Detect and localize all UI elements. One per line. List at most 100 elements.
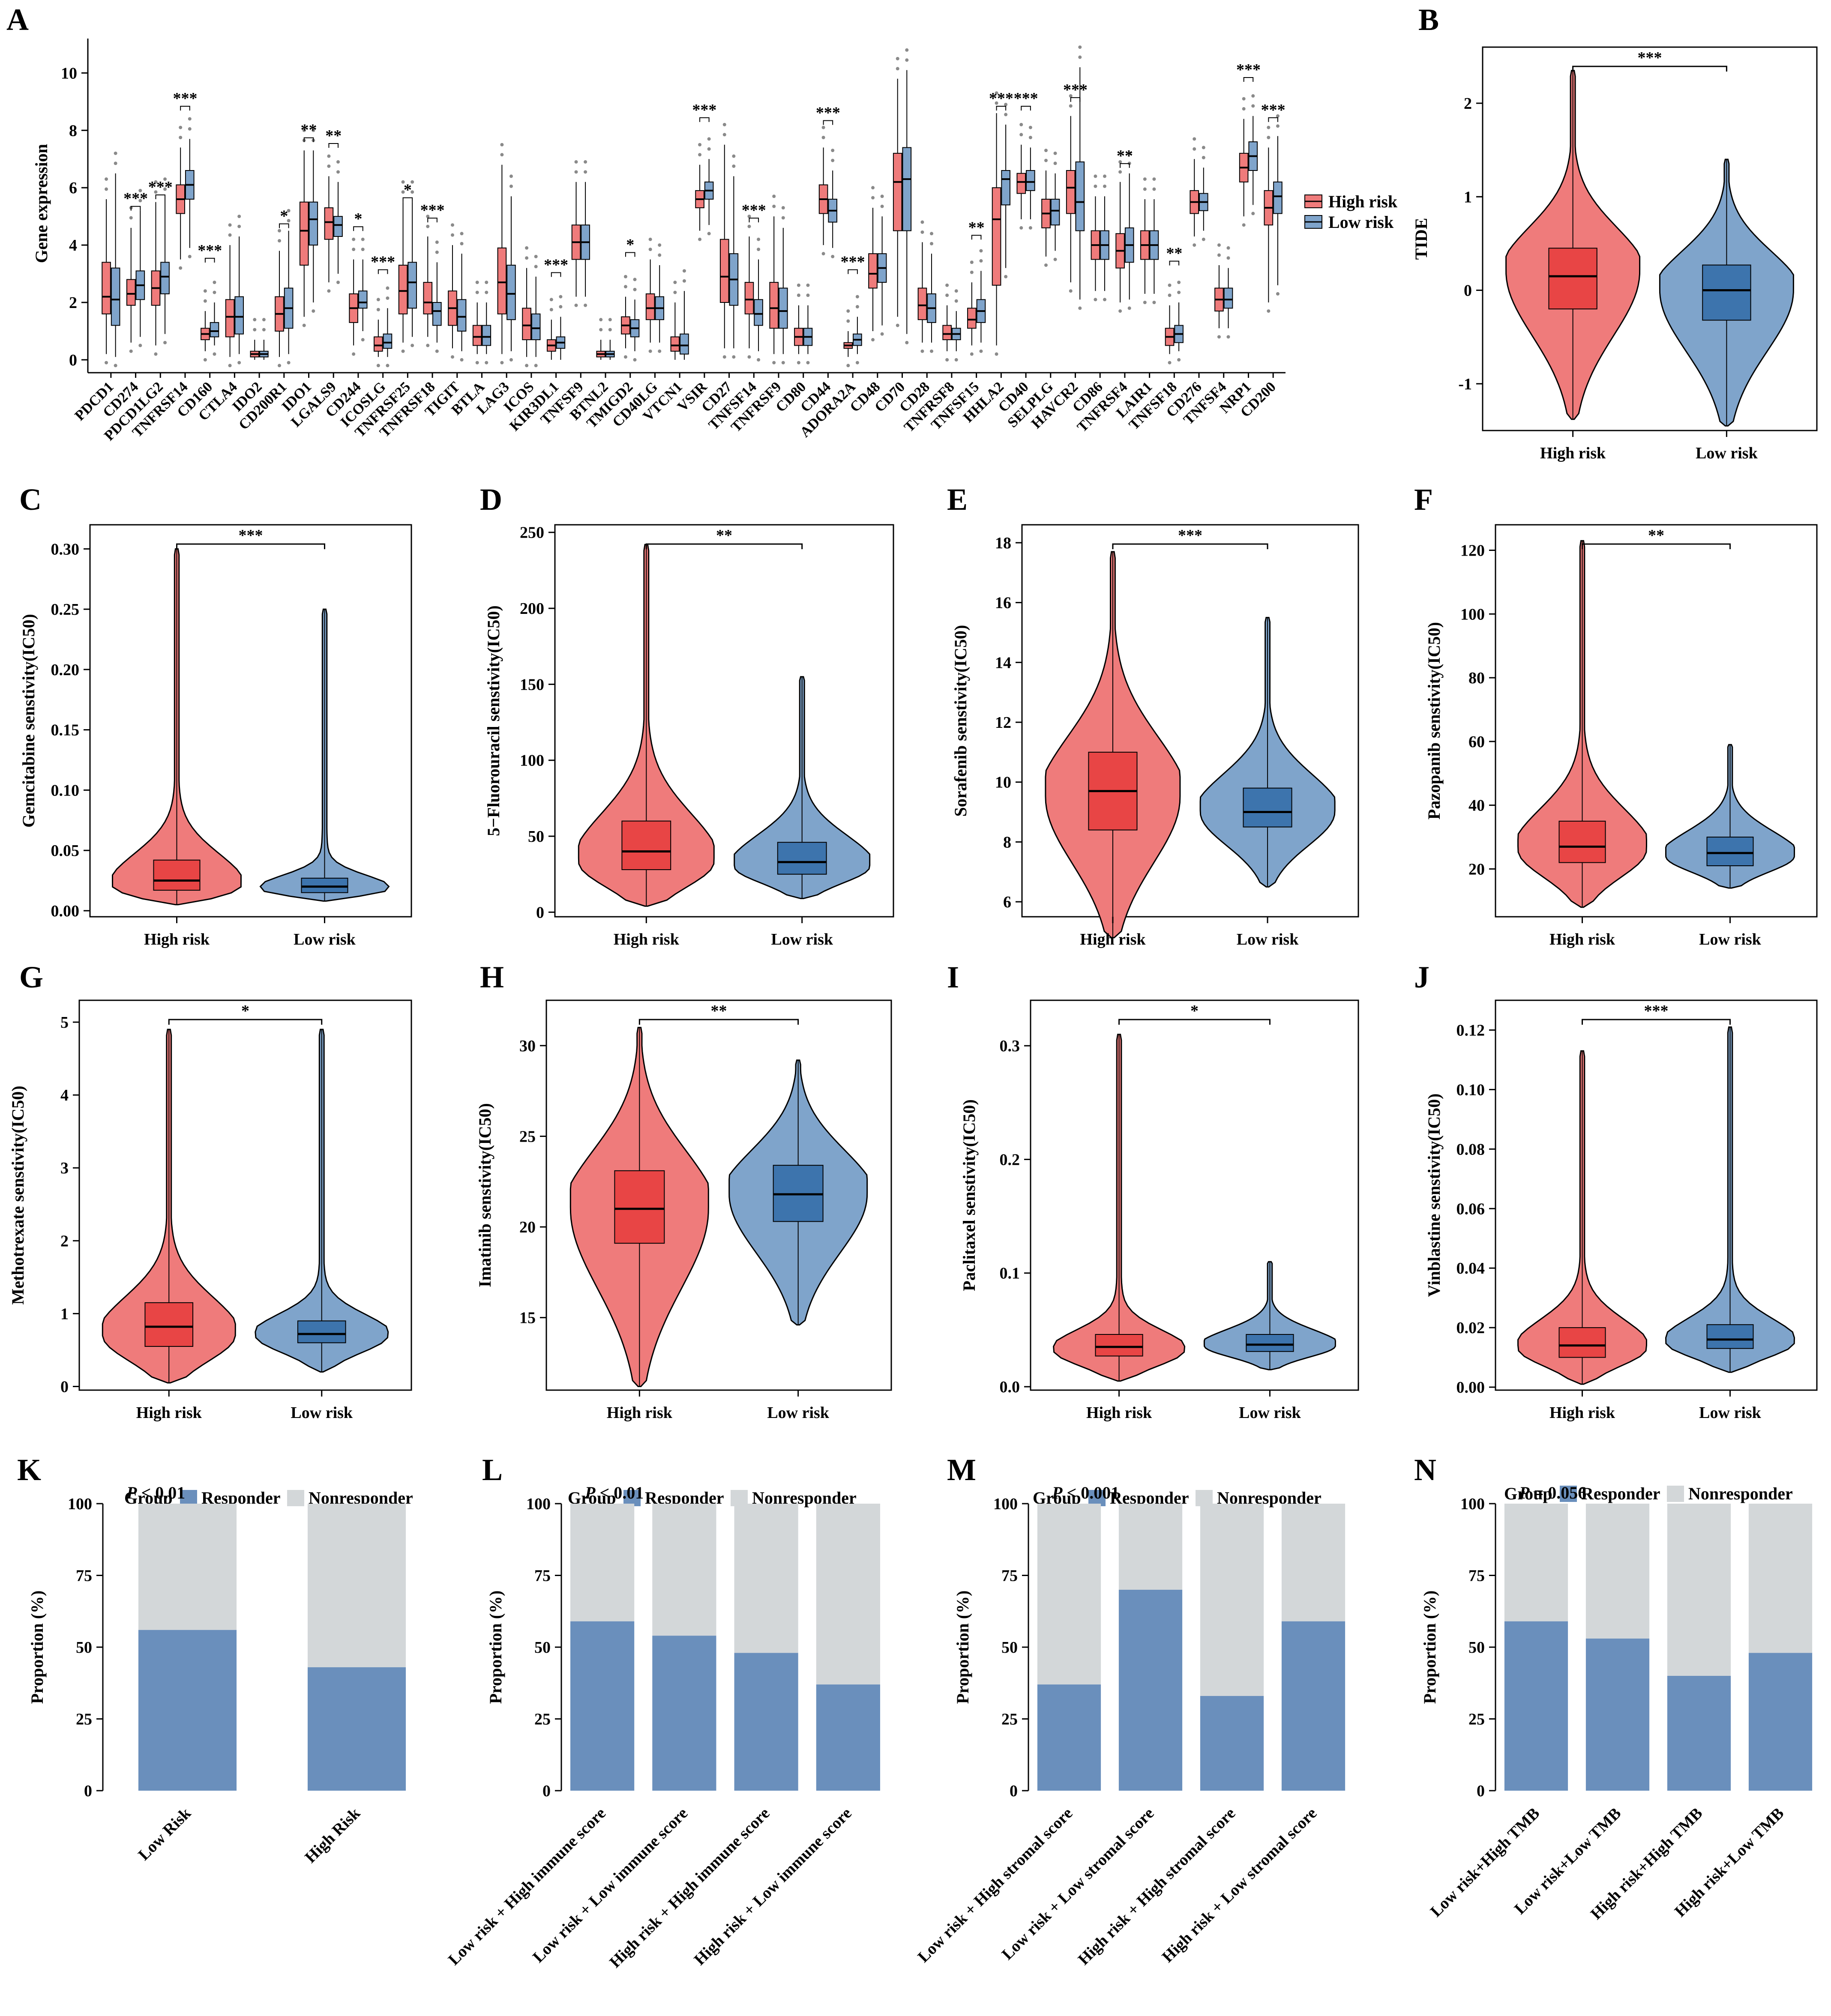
violin-group: High risk [102,1029,236,1422]
low-outlier [361,248,365,251]
violin-group: Low risk [255,1029,389,1422]
box-body [1558,820,1606,863]
legend-swatch-responder [1560,1486,1577,1502]
y-tick-label: 5 [60,1014,69,1032]
y-tick-label: 2 [1464,95,1472,113]
sig-label: * [1190,1002,1199,1020]
low-outlier [163,177,167,181]
y-axis-title: Methotrexate senstivity(IC50) [8,1086,27,1304]
high-outlier [376,364,380,368]
y-axis-title: Vinblastine senstivity(IC50) [1424,1093,1444,1297]
high-outlier [623,355,627,359]
sig-label: *** [1236,61,1261,79]
high-box [1016,173,1026,194]
bar-nonresponder [138,1504,237,1630]
y-tick-label: 100 [526,1495,551,1513]
low-box [111,267,120,326]
high-outlier [450,233,454,237]
high-outlier [772,194,776,198]
sig-label: * [404,181,412,199]
high-outlier [105,187,108,191]
y-tick-label: 100 [993,1495,1018,1513]
high-outlier [945,358,949,362]
violin-group: Low risk [1665,1026,1795,1422]
sig-label: *** [816,104,840,122]
low-outlier [781,361,785,365]
low-outlier [114,162,117,165]
high-outlier [722,355,726,359]
y-tick-label: 15 [519,1309,536,1327]
panel-E: E 6 8 10 12 14 16 18 Sorafenib senstivity(IC50) H… [947,482,1359,948]
sig-label: *** [989,90,1013,108]
plot-frame [545,999,892,1391]
sig-bracket [279,223,289,228]
sig-label: ** [1117,147,1133,165]
low-outlier [534,364,538,368]
violin-group: Low risk [1199,617,1336,948]
bar-nonresponder [1281,1504,1346,1621]
high-outlier [1094,174,1097,178]
low-outlier [336,160,340,164]
sig-label: *** [198,242,222,260]
x-tick-label: Low risk + High stromal score [914,1804,1076,1966]
y-axis-title: Pazopanib senstivity(IC50) [1424,622,1444,820]
violin-group: High risk [569,1027,709,1422]
y-tick-label: 0.08 [1456,1140,1485,1158]
low-outlier [163,341,167,344]
y-tick-label: 50 [1468,1639,1485,1657]
high-outlier [772,204,776,208]
high-outlier [648,248,652,251]
low-outlier [1177,358,1181,362]
y-tick-label: 20 [1468,860,1485,878]
y-tick-label: 1 [60,1305,69,1323]
high-box [102,262,111,314]
box-body [144,1302,194,1347]
gene-group: LGALS9** [288,127,343,430]
gene-group: VSIR*** [674,101,716,415]
panel-F: F 20 40 60 80 100 120 Pazopanib senstivity(IC50… [1414,482,1818,948]
violin-group: High risk [1517,1050,1647,1422]
y-tick-label: 25 [76,1711,92,1729]
sig-label: * [280,207,288,225]
high-box [670,336,680,352]
sig-bracket [155,194,166,199]
sig-label: ** [968,218,985,236]
panel-letter: J [1414,960,1429,994]
high-box [398,264,408,314]
high-outlier [1267,136,1271,139]
low-outlier [114,364,117,368]
violin-group: Low risk [259,608,390,948]
x-tick-label: High risk [1086,1404,1152,1422]
low-outlier [905,58,909,62]
gene-group: CD27 [698,123,739,415]
high-outlier [1267,126,1271,129]
legend-title: Group [1504,1484,1552,1503]
panel-letter: D [480,482,502,517]
low-outlier [287,209,291,212]
low-outlier [930,349,934,353]
high-outlier [129,216,133,220]
low-outlier [213,290,216,294]
sig-bracket [1118,1019,1271,1025]
y-tick-label: 8 [69,122,77,140]
high-outlier [1242,97,1246,101]
low-outlier [954,358,958,362]
p-value: P < 0.01 [126,1483,185,1502]
high-outlier [599,328,603,332]
high-outlier [154,352,158,356]
box-body [297,1320,346,1343]
sig-bracket [1112,543,1268,549]
high-outlier [1143,177,1147,181]
low-box [408,262,417,309]
sig-label: *** [371,253,395,271]
low-outlier [361,237,365,241]
gene-group: CD276 [1163,137,1208,420]
high-outlier [1193,147,1196,151]
box-body [1706,837,1754,866]
high-outlier [1094,184,1097,188]
high-outlier [1118,170,1122,174]
y-axis-title: Gemcitabine senstivity(IC50) [19,614,38,828]
bar-responder [1281,1621,1346,1791]
legend-label-high: High risk [1328,192,1398,211]
